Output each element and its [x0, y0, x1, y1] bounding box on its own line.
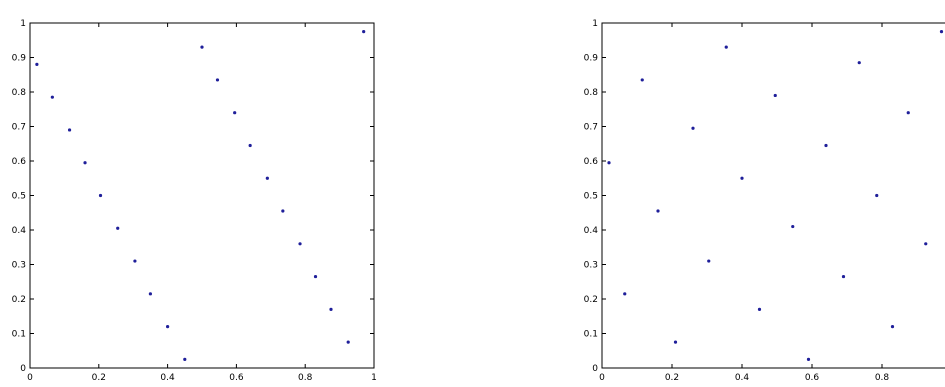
data-point — [116, 226, 120, 230]
data-point — [724, 45, 728, 49]
x-tick-label: 0 — [27, 373, 33, 383]
y-tick-label: 0.7 — [584, 123, 598, 133]
x-tick-label: 1 — [371, 373, 377, 383]
points-left — [35, 30, 366, 361]
data-point — [707, 259, 711, 263]
y-tick-label: 1 — [20, 19, 26, 29]
y-tick-label: 0.4 — [12, 226, 27, 236]
y-tick-label: 0.8 — [12, 88, 27, 98]
data-point — [740, 176, 744, 180]
data-point — [824, 143, 828, 148]
scatter-plot-left: 0 0.2 0.4 0.6 0.8 1 0 0.1 0.2 0.3 0.4 0.5 0.6 0.7 0.8 0… — [12, 19, 377, 383]
x-tick-label: 0.8 — [875, 373, 890, 383]
y-tick-label: 0.9 — [584, 54, 599, 64]
y-tick-label: 0.6 — [12, 157, 27, 167]
y-tick-label: 1 — [592, 19, 598, 29]
data-point — [329, 307, 333, 311]
data-point — [890, 325, 895, 329]
data-point — [640, 78, 644, 82]
y-tick-label: 0.5 — [584, 192, 598, 202]
y-tick-label: 0.3 — [12, 261, 26, 271]
data-point — [200, 45, 204, 49]
data-point — [656, 209, 660, 213]
y-tick-label: 0.5 — [12, 192, 26, 202]
data-point — [623, 292, 627, 296]
plot-frame-right — [601, 22, 945, 369]
x-tick-label: 0.4 — [735, 373, 750, 383]
data-point — [791, 224, 795, 229]
x-tick-label: 0.6 — [805, 373, 820, 383]
data-point — [133, 259, 137, 263]
ticks-right — [601, 22, 883, 369]
data-point — [148, 292, 152, 296]
data-point — [607, 161, 611, 165]
data-point — [906, 111, 910, 115]
data-point — [248, 143, 252, 148]
data-point — [67, 128, 72, 132]
data-point — [50, 95, 54, 99]
data-point — [875, 193, 879, 198]
points-right — [607, 30, 944, 361]
data-point — [924, 242, 928, 246]
y-tick-label: 0 — [20, 364, 26, 374]
y-tick-label: 0.3 — [584, 261, 598, 271]
data-point — [83, 161, 87, 165]
data-point — [757, 307, 762, 311]
y-tick-label: 0.4 — [584, 226, 599, 236]
data-point — [841, 274, 846, 279]
x-tick-label: 0.4 — [160, 373, 175, 383]
data-point — [857, 61, 861, 65]
data-point — [233, 111, 237, 115]
data-point — [281, 209, 285, 213]
y-tick-label: 0.1 — [12, 330, 26, 340]
data-point — [691, 126, 695, 130]
data-point — [215, 78, 220, 82]
scatter-plot-right: 0 0.2 0.4 0.6 0.8 0 0.1 0.2 0.3 0.4 0.5 0.6 0.7 0.8 0.… — [584, 19, 945, 383]
data-point — [35, 62, 39, 66]
y-tick-label: 0.7 — [12, 123, 26, 133]
data-point — [166, 325, 170, 329]
data-point — [939, 30, 944, 34]
y-tick-label: 0.9 — [12, 54, 27, 64]
data-point — [362, 30, 366, 34]
data-point — [673, 340, 678, 344]
x-tick-label: 0.6 — [229, 373, 244, 383]
data-point — [806, 357, 811, 361]
y-tick-label: 0.1 — [584, 330, 598, 340]
data-point — [313, 274, 318, 279]
data-point — [98, 193, 103, 198]
data-point — [265, 176, 269, 180]
y-tick-label: 0.2 — [12, 295, 26, 305]
x-tick-label: 0.8 — [298, 373, 313, 383]
y-tick-label: 0.2 — [584, 295, 598, 305]
y-tick-label: 0.8 — [584, 88, 599, 98]
tick-labels-left: 0 0.2 0.4 0.6 0.8 1 0 0.1 0.2 0.3 0.4 0.5 0.6 0.7 0.8 0… — [12, 19, 377, 383]
y-tick-label: 0.6 — [584, 157, 599, 167]
tick-labels-right: 0 0.2 0.4 0.6 0.8 0 0.1 0.2 0.3 0.4 0.5 0.6 0.7 0.8 0.… — [584, 19, 890, 383]
y-tick-label: 0 — [592, 364, 598, 374]
data-point — [298, 242, 302, 246]
plot-frame-left — [29, 22, 375, 369]
data-point — [183, 357, 187, 361]
ticks-left — [29, 22, 375, 369]
x-tick-label: 0.2 — [665, 373, 679, 383]
data-point — [773, 93, 777, 98]
x-tick-label: 0 — [599, 373, 605, 383]
data-point — [346, 340, 350, 344]
x-tick-label: 0.2 — [92, 373, 106, 383]
